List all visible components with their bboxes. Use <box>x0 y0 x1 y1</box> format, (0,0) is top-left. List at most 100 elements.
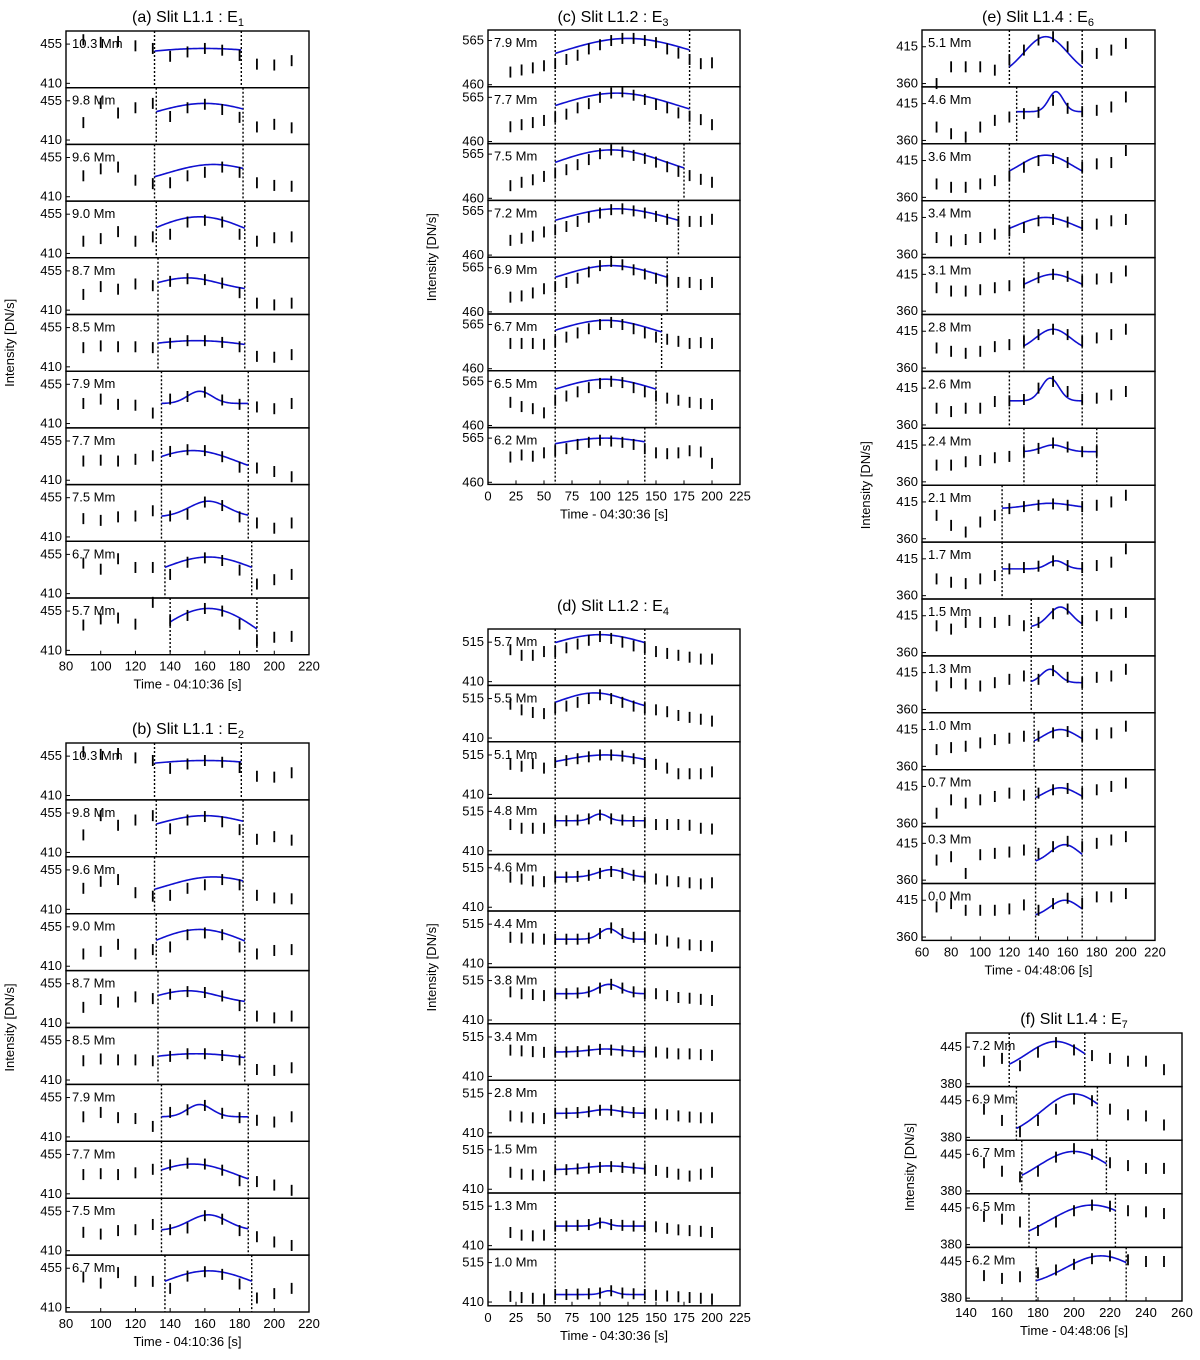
height-label: 5.1 Mm <box>494 747 537 762</box>
row-4: 410 515 4.6 Mm <box>462 853 741 914</box>
panel-title: (c) Slit L1.2 : E3 <box>557 9 668 29</box>
height-label: 6.9 Mm <box>972 1092 1015 1107</box>
row-3: 380 445 6.5 Mm <box>940 1193 1183 1252</box>
fit-curve <box>154 47 242 52</box>
x-tick-label: 200 <box>701 1310 723 1325</box>
x-tick-label: 180 <box>1027 1305 1049 1320</box>
y-tick-label: 360 <box>896 246 918 261</box>
row-9: 410 455 6.7 Mm <box>40 540 310 601</box>
fit-curve <box>1031 606 1083 628</box>
y-tick-label: 565 <box>462 146 484 161</box>
y-tick-label: 410 <box>462 1294 484 1309</box>
fit-curve <box>1023 444 1097 453</box>
fit-curve <box>156 102 244 113</box>
y-tick-label: 415 <box>896 722 918 737</box>
height-label: 0.7 Mm <box>928 775 971 790</box>
y-tick-label: 445 <box>940 1254 962 1269</box>
fit-curve <box>155 215 246 230</box>
x-axis-label: Time - 04:48:06 [s] <box>1020 1323 1128 1338</box>
row-8: 410 455 7.5 Mm <box>40 1197 310 1258</box>
height-label: 7.2 Mm <box>972 1038 1015 1053</box>
y-tick-label: 410 <box>40 189 62 204</box>
y-tick-label: 410 <box>40 1015 62 1030</box>
y-tick-label: 410 <box>40 788 62 803</box>
height-label: 2.8 Mm <box>928 320 971 335</box>
row-1: 410 515 5.5 Mm <box>462 684 741 745</box>
y-tick-label: 360 <box>896 360 918 375</box>
fit-curve <box>554 319 662 333</box>
height-label: 7.7 Mm <box>72 1146 115 1161</box>
y-tick-label: 455 <box>40 919 62 934</box>
y-tick-label: 455 <box>40 1203 62 1218</box>
height-label: 10.3 Mm <box>72 748 123 763</box>
y-tick-label: 455 <box>40 376 62 391</box>
y-tick-label: 410 <box>462 1125 484 1140</box>
x-tick-label: 60 <box>915 944 929 959</box>
y-tick-label: 410 <box>462 1012 484 1027</box>
height-label: 3.1 Mm <box>928 263 971 278</box>
y-tick-label: 515 <box>462 860 484 875</box>
y-tick-label: 445 <box>940 1093 962 1108</box>
fit-curve <box>554 378 657 390</box>
row-4: 460 565 6.9 Mm <box>462 255 741 319</box>
row-5: 360 415 2.8 Mm <box>896 313 1156 375</box>
height-label: 9.0 Mm <box>72 919 115 934</box>
row-8: 410 455 7.5 Mm <box>40 483 310 544</box>
height-label: 8.7 Mm <box>72 976 115 991</box>
y-tick-label: 415 <box>896 835 918 850</box>
row-3: 410 455 9.0 Mm <box>40 913 310 973</box>
x-tick-label: 180 <box>229 1316 251 1331</box>
y-tick-label: 380 <box>940 1290 962 1305</box>
height-label: 7.5 Mm <box>72 490 115 505</box>
y-tick-label: 455 <box>40 149 62 164</box>
x-axis-label: Time - 04:10:36 [s] <box>134 1334 242 1349</box>
y-tick-label: 410 <box>462 786 484 801</box>
y-tick-label: 410 <box>40 245 62 260</box>
row-10: 410 515 1.3 Mm <box>462 1192 741 1253</box>
y-tick-label: 565 <box>462 89 484 104</box>
height-label: 7.9 Mm <box>72 376 115 391</box>
y-tick-label: 380 <box>940 1076 962 1091</box>
y-tick-label: 410 <box>40 1243 62 1258</box>
y-tick-label: 360 <box>896 815 918 830</box>
fit-curve <box>155 928 246 942</box>
height-label: 3.4 Mm <box>928 206 971 221</box>
x-tick-label: 100 <box>90 659 112 674</box>
panel-title-subscript: 7 <box>1122 1019 1128 1031</box>
panel-title-subscript: 6 <box>1088 17 1094 29</box>
x-tick-label: 175 <box>673 1310 695 1325</box>
row-5: 410 515 4.4 Mm <box>462 910 741 971</box>
y-tick-label: 410 <box>40 1129 62 1144</box>
y-tick-label: 360 <box>896 929 918 944</box>
x-tick-label: 260 <box>1171 1305 1193 1320</box>
height-label: 1.7 Mm <box>928 547 971 562</box>
y-tick-label: 360 <box>896 417 918 432</box>
x-tick-label: 80 <box>59 1316 73 1331</box>
fit-curve <box>1009 216 1083 230</box>
fit-curve <box>1008 1040 1086 1065</box>
y-tick-label: 515 <box>462 1085 484 1100</box>
x-tick-label: 80 <box>59 659 73 674</box>
y-tick-label: 360 <box>896 645 918 660</box>
y-tick-label: 460 <box>462 417 484 432</box>
height-label: 4.6 Mm <box>928 92 971 107</box>
x-axis-label: Time - 04:10:36 [s] <box>134 677 242 692</box>
x-tick-label: 225 <box>729 488 751 503</box>
y-tick-label: 360 <box>896 474 918 489</box>
y-axis-label: Intensity [DN/s] <box>2 299 17 387</box>
x-tick-label: 125 <box>617 488 639 503</box>
row-9: 360 415 1.7 Mm <box>896 541 1156 603</box>
x-tick-label: 100 <box>589 1310 611 1325</box>
y-tick-label: 415 <box>896 437 918 452</box>
x-tick-label: 125 <box>617 1310 639 1325</box>
x-tick-label: 160 <box>194 659 216 674</box>
y-tick-label: 455 <box>40 546 62 561</box>
x-tick-label: 75 <box>565 1310 579 1325</box>
height-label: 6.9 Mm <box>494 262 537 277</box>
height-label: 4.8 Mm <box>494 803 537 818</box>
height-label: 7.7 Mm <box>72 433 115 448</box>
y-tick-label: 360 <box>896 303 918 318</box>
x-tick-label: 225 <box>729 1310 751 1325</box>
y-tick-label: 460 <box>462 133 484 148</box>
row-11: 410 515 1.0 Mm <box>462 1248 741 1309</box>
